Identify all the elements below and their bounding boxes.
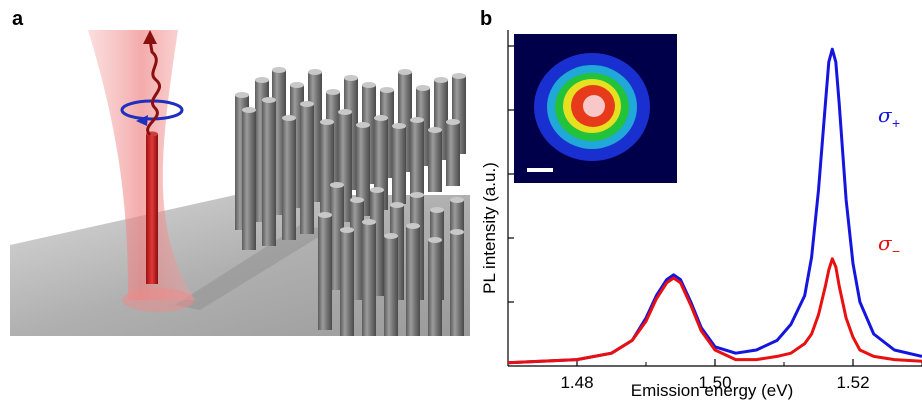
nanowire-pillar-top xyxy=(362,219,376,225)
nanowire-pillar-top xyxy=(416,85,430,91)
beam-spot xyxy=(122,288,194,312)
nanowire-pillar xyxy=(392,126,406,204)
nanowire-pillar xyxy=(318,215,332,330)
nanowire-pillar-top xyxy=(410,117,424,123)
inset-core xyxy=(583,95,605,117)
nanowire-pillar-top xyxy=(370,187,384,193)
nanowire-pillar-top xyxy=(450,197,464,203)
nanowire-pillar-top xyxy=(374,115,388,121)
nanowire-pillar-top xyxy=(362,82,376,88)
y-ticks xyxy=(508,45,514,303)
nanowire-pillar-top xyxy=(356,122,370,128)
nanowire-pillar-top xyxy=(452,73,466,79)
y-axis-label: PL intensity (a.u.) xyxy=(480,162,499,294)
nanowire-pillar-top xyxy=(326,89,340,95)
nanowire-pillar-top xyxy=(235,92,249,98)
x-tick-label: 1.48 xyxy=(560,373,593,392)
nanowire-pillar-top xyxy=(338,109,352,115)
nanowire-pillar-top xyxy=(446,119,460,125)
nanowire-pillar xyxy=(374,118,388,210)
nanowire-pillar-top xyxy=(384,233,398,239)
nanowire-pillar xyxy=(410,120,424,198)
nanowire-pillar-top xyxy=(350,197,364,203)
nanowire-pillar-top xyxy=(330,182,344,188)
nanowire-pillar xyxy=(428,130,442,192)
nanowire-pillar-top xyxy=(282,115,296,121)
x-ticks: 1.48 1.50 1.52 xyxy=(507,359,922,392)
series-group xyxy=(507,47,922,365)
polarization-arrowhead-icon xyxy=(136,115,148,126)
nanowire-pillar-top xyxy=(428,237,442,243)
nanowire-pillar-top xyxy=(242,107,256,113)
nanowire-pillar-top xyxy=(434,77,448,83)
legend-sigma-plus-symbol: σ xyxy=(878,103,893,127)
nanowire-pillar xyxy=(356,125,370,216)
nanowire-pillar-top xyxy=(450,229,464,235)
nanowire-pillar-top xyxy=(390,202,404,208)
nanowire-array xyxy=(235,67,466,336)
nanowire-pillar xyxy=(340,230,354,336)
x-tick-label: 1.52 xyxy=(836,373,869,392)
nanowire-pillar-top xyxy=(410,192,424,198)
nanowire-pillar-top xyxy=(272,67,286,73)
nanowire-pillar-top xyxy=(380,87,394,93)
nanowire-pillar-top xyxy=(262,97,276,103)
inset-scale-bar xyxy=(527,168,553,172)
x-axis-label: Emission energy (eV) xyxy=(631,381,794,400)
nanowire-pillar xyxy=(446,122,460,186)
single-nanowire xyxy=(146,134,158,284)
panel-a-label: a xyxy=(12,8,24,30)
nanowire-pillar xyxy=(384,236,398,336)
nanowire-schematic xyxy=(10,30,470,336)
nanowire-pillar xyxy=(406,226,420,336)
nanowire-pillar-top xyxy=(300,101,314,107)
nanowire-pillar xyxy=(362,222,376,336)
nanowire-pillar-top xyxy=(255,77,269,83)
nanowire-pillar-top xyxy=(344,75,358,81)
nanowire-pillar xyxy=(262,100,276,246)
panel-b-label: b xyxy=(480,8,493,30)
nanowire-pillar xyxy=(450,232,464,336)
nanowire-pillar-top xyxy=(398,69,412,75)
nanowire-pillar xyxy=(282,118,296,240)
nanowire-pillar-top xyxy=(428,127,442,133)
nanowire-pillar-top xyxy=(320,119,334,125)
inset-emission-image xyxy=(514,34,677,183)
nanowire-pillar-top xyxy=(406,223,420,229)
nanowire-pillar-top xyxy=(318,212,332,218)
laser-beam xyxy=(88,30,195,300)
nanowire-pillar-top xyxy=(290,82,304,88)
series-line-sigma-minus xyxy=(507,257,922,365)
nanowire-pillar xyxy=(242,110,256,250)
legend-sigma-plus: σ + xyxy=(878,103,900,131)
legend-sigma-minus-sub: − xyxy=(892,243,900,259)
legend-sigma-minus: σ − xyxy=(878,231,900,259)
nanowire-pillar-top xyxy=(308,69,322,75)
nanowire-pillar-top xyxy=(392,123,406,129)
photon-arrowhead-icon xyxy=(143,30,157,44)
legend-sigma-plus-sub: + xyxy=(892,115,900,131)
nanowire-pillar-top xyxy=(340,227,354,233)
legend-sigma-minus-symbol: σ xyxy=(878,231,893,255)
nanowire-pillar xyxy=(300,104,314,234)
x-tick-label: 1.50 xyxy=(698,373,731,392)
nanowire-pillar xyxy=(428,240,442,336)
nanowire-pillar-top xyxy=(430,207,444,213)
photon-wave-icon xyxy=(146,39,161,137)
shadow xyxy=(175,225,330,310)
